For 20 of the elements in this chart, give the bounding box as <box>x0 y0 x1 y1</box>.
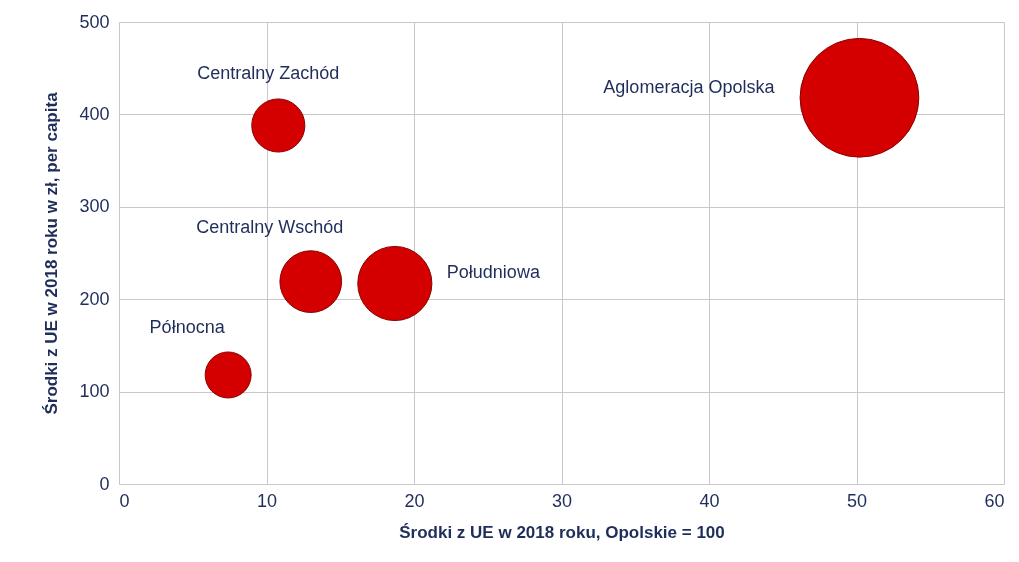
y-tick-label: 100 <box>79 381 110 402</box>
y-tick-label: 500 <box>79 11 110 32</box>
series-label: Północna <box>149 316 226 337</box>
series-label: Aglomeracja Opolska <box>603 76 776 97</box>
x-tick-label: 10 <box>256 490 278 511</box>
x-tick-label: 60 <box>984 490 1005 511</box>
x-tick-label: 30 <box>551 490 573 511</box>
y-tick-label: 200 <box>79 288 110 309</box>
x-tick-label: 50 <box>846 490 868 511</box>
series-label: Południowa <box>446 262 541 283</box>
x-tick-label: 20 <box>404 490 425 511</box>
y-tick-label: 400 <box>79 103 110 124</box>
x-tick-label: 40 <box>699 490 720 511</box>
series-label: Centralny Zachód <box>197 63 340 84</box>
y-axis-title: Środki z UE w 2018 roku w zł, per capita <box>42 91 62 415</box>
y-tick-label: 0 <box>99 473 110 494</box>
y-tick-label: 300 <box>79 196 110 217</box>
x-axis-title: Środki z UE w 2018 roku, Opolskie = 100 <box>399 522 725 542</box>
series-label: Centralny Wschód <box>196 216 344 237</box>
x-tick-label: 0 <box>119 490 130 511</box>
